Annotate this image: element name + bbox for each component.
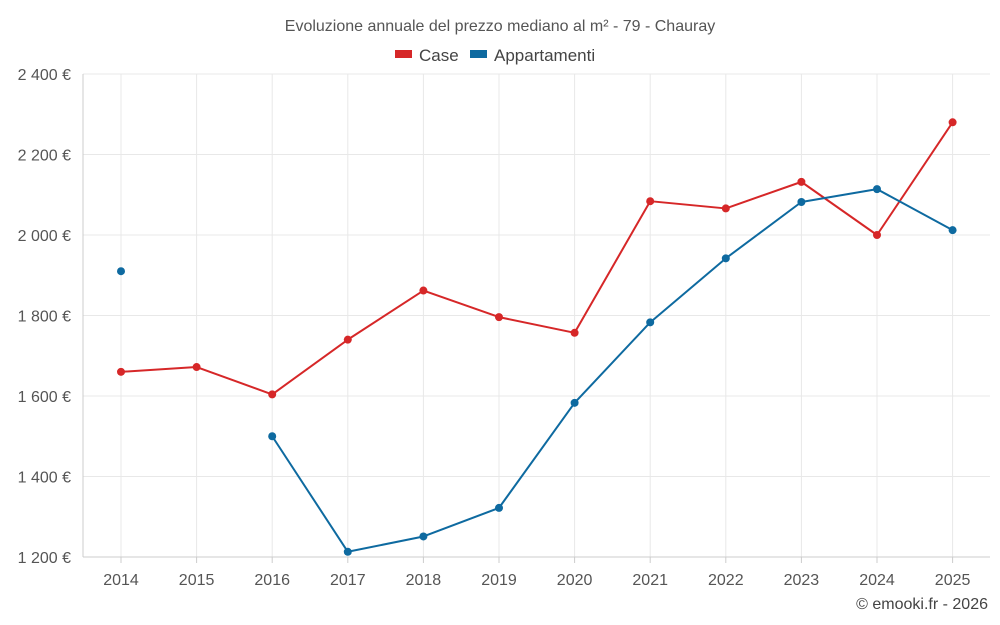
data-point-case[interactable] [721,204,730,213]
x-tick-label: 2017 [330,572,366,589]
series-line-case [120,121,954,396]
data-point-appartamenti[interactable] [268,432,277,441]
data-point-appartamenti[interactable] [117,267,125,276]
data-point-appartamenti[interactable] [570,398,579,407]
data-point-case[interactable] [268,390,277,399]
data-point-appartamenti[interactable] [419,532,428,541]
data-point-case[interactable] [570,328,579,337]
legend-label-appartamenti[interactable]: Appartamenti [494,46,595,65]
x-tick-label: 2019 [481,572,517,589]
data-point-appartamenti[interactable] [721,254,730,263]
data-point-appartamenti[interactable] [797,197,806,206]
x-tick-label: 2022 [708,572,744,589]
data-point-appartamenti[interactable] [948,226,957,235]
data-point-appartamenti[interactable] [495,503,503,512]
x-tick-label: 2024 [859,572,895,589]
chart-title: Evoluzione annuale del prezzo mediano al… [285,18,715,35]
legend-label-case[interactable]: Case [419,46,459,65]
data-point-case[interactable] [948,118,957,127]
x-tick-label: 2021 [632,572,668,589]
series-line-appartamenti [271,188,954,553]
data-point-case[interactable] [873,231,881,239]
data-point-appartamenti[interactable] [646,318,655,327]
y-tick-label: 1 800 € [18,309,71,326]
data-point-case[interactable] [117,367,125,376]
y-tick-label: 2 000 € [18,228,71,245]
data-point-case[interactable] [419,286,428,295]
legend: Case Appartamenti [395,46,595,65]
y-tick-label: 1 200 € [18,550,71,567]
x-tick-label: 2014 [103,572,139,589]
x-tick-label: 2023 [784,572,820,589]
axes: 1 200 € 1 400 € 1 600 € 1 800 € 2 000 € 2 200… [18,67,990,589]
x-tick-label: 2018 [406,572,442,589]
x-tick-label: 2016 [254,572,290,589]
data-point-case[interactable] [192,363,201,372]
legend-swatch-case [395,50,412,58]
credit-text: © emooki.fr - 2026 [856,596,988,613]
y-tick-label: 1 400 € [18,470,71,487]
data-point-appartamenti[interactable] [873,185,881,194]
y-tick-label: 1 600 € [18,389,71,406]
y-tick-label: 2 400 € [18,67,71,84]
y-tick-label: 2 200 € [18,148,71,165]
data-point-case[interactable] [646,197,655,206]
legend-swatch-appartamenti [470,50,487,58]
x-tick-label: 2025 [935,572,971,589]
series [117,118,957,556]
data-point-appartamenti[interactable] [343,547,352,556]
data-point-case[interactable] [343,335,352,344]
x-tick-label: 2015 [179,572,215,589]
grid [83,73,990,558]
data-point-case[interactable] [495,313,503,322]
data-point-case[interactable] [797,177,806,186]
x-tick-label: 2020 [557,572,593,589]
